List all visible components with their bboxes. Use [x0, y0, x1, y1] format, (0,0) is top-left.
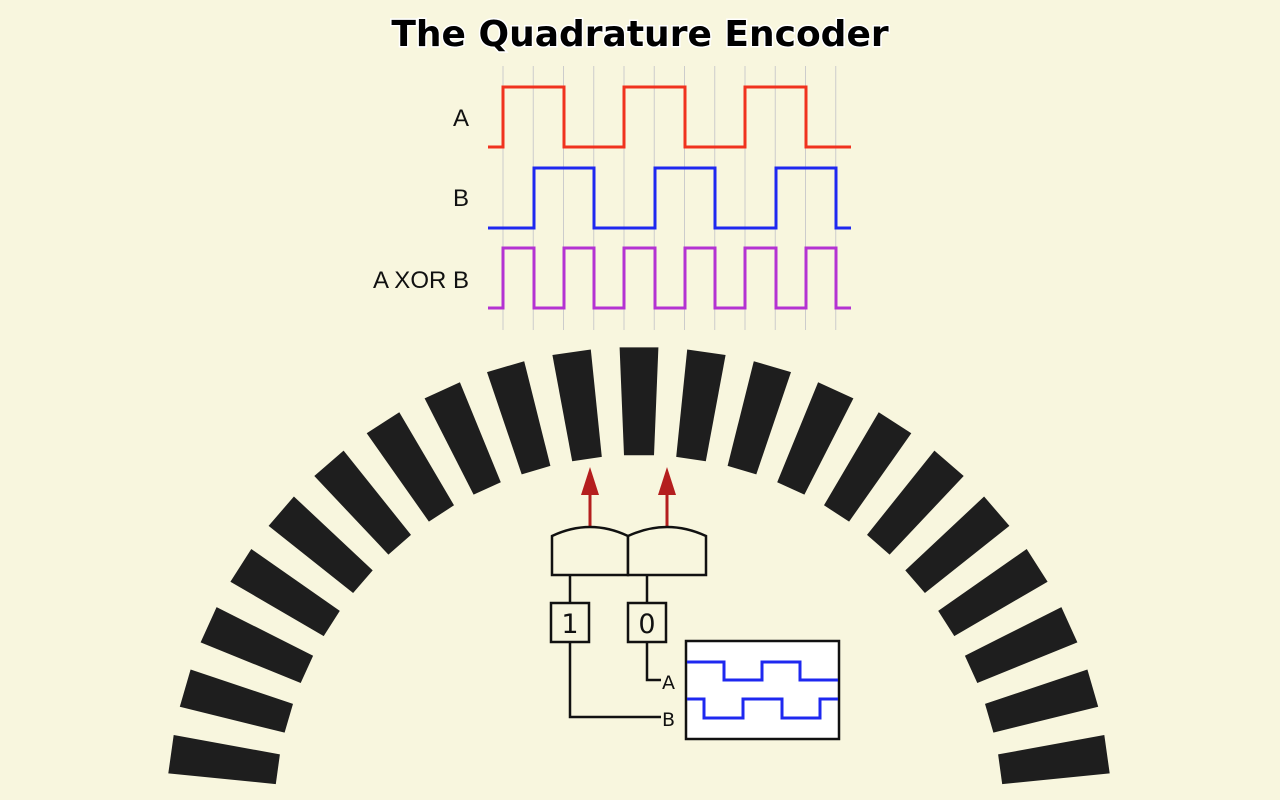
timing-diagram: A B A XOR B — [373, 66, 851, 330]
sensor-1-arrow-head — [581, 467, 599, 495]
disc-segment — [168, 735, 280, 785]
signal-b-waveform — [488, 166, 851, 230]
timing-gridlines — [502, 66, 837, 330]
wire-a — [645, 642, 661, 682]
signal-b-label: B — [453, 185, 469, 212]
disc-segment — [964, 607, 1078, 683]
sensor-0-box — [626, 601, 668, 644]
disc-segment — [230, 549, 340, 637]
disc-segment — [552, 349, 602, 462]
disc-segment — [777, 382, 854, 495]
disc-segment — [424, 382, 501, 495]
disc-segment — [366, 412, 454, 522]
sensor-0-bit: 0 — [638, 609, 655, 640]
disc-segment — [619, 347, 659, 456]
sensor-wiring — [568, 575, 661, 719]
page-title: The Quadrature Encoder — [391, 14, 888, 55]
sensor-bit-boxes: 1 0 — [549, 601, 668, 644]
encoder-disc — [168, 347, 1110, 785]
signal-xor-waveform — [488, 246, 851, 310]
signal-a-label: A — [453, 105, 469, 132]
disc-segment — [179, 669, 293, 733]
disc-segment — [676, 349, 726, 462]
sensor-1-head — [550, 525, 630, 577]
disc-segment — [938, 549, 1048, 637]
sensor-0-head — [626, 525, 708, 577]
disc-segment — [985, 669, 1099, 733]
disc-segment — [824, 412, 912, 522]
scope-screen — [684, 639, 841, 741]
disc-segment — [268, 496, 373, 593]
signal-a-waveform — [488, 85, 851, 149]
sensor-1-bit: 1 — [561, 609, 578, 640]
scope-trace-b — [687, 697, 838, 720]
scope-channel-a-label: A — [662, 672, 675, 694]
disc-segment — [867, 450, 964, 555]
disc-segment — [200, 607, 314, 683]
scope-channel-b-label: B — [662, 709, 675, 731]
sensor-1-box — [549, 601, 591, 644]
disc-segment — [998, 735, 1110, 785]
signal-xor-label: A XOR B — [373, 267, 469, 294]
wire-b — [568, 642, 661, 719]
disc-segment — [314, 450, 411, 555]
scope-display — [684, 639, 841, 741]
sensor-arrows — [581, 467, 676, 528]
sensor-heads — [550, 525, 708, 577]
sensor-0-arrow-head — [658, 467, 676, 495]
disc-segment — [487, 361, 551, 475]
scope-trace-a — [687, 660, 838, 682]
disc-segment — [905, 496, 1010, 593]
disc-segment — [727, 361, 791, 475]
